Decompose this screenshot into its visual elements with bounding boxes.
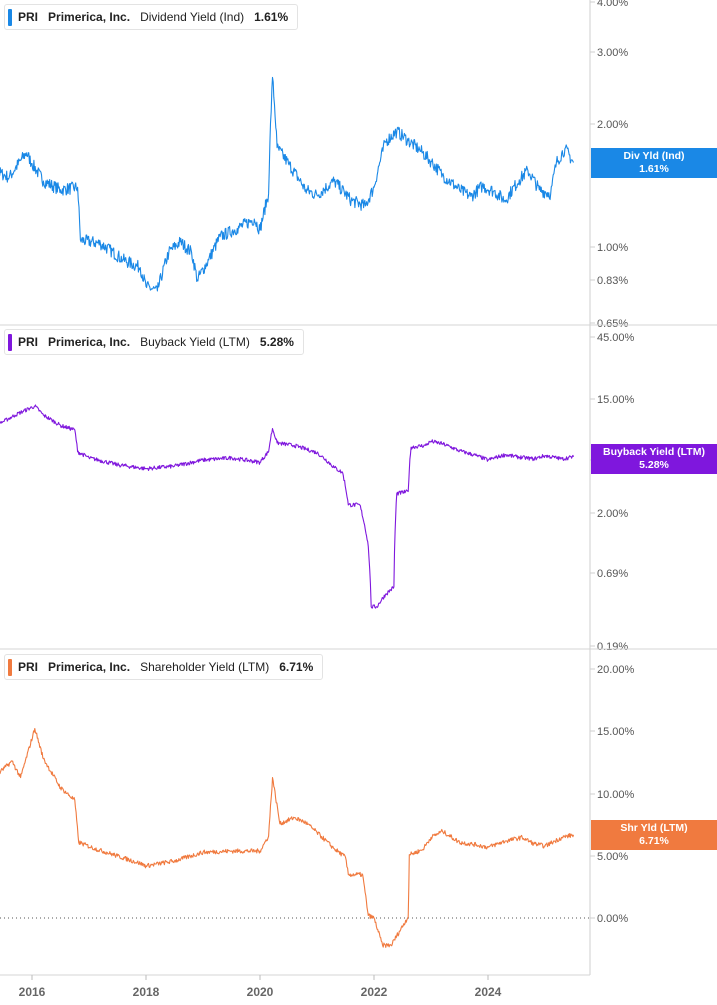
legend-ticker: PRI xyxy=(18,10,39,24)
tag-label: Shr Yld (LTM) xyxy=(620,822,688,834)
y-tick-label: 0.00% xyxy=(597,913,628,925)
legend-swatch xyxy=(8,658,12,676)
y-tick-label: 5.00% xyxy=(597,851,628,863)
legend-buyback-yield: PRI Primerica, Inc. Buyback Yield (LTM) … xyxy=(4,329,304,355)
series-line xyxy=(0,727,575,948)
x-tick-label: 2016 xyxy=(19,985,46,999)
legend-company: Primerica, Inc. xyxy=(48,660,131,674)
legend-value: 5.28% xyxy=(259,335,294,349)
y-tick-label: 15.00% xyxy=(597,726,635,738)
legend-shareholder-yield: PRI Primerica, Inc. Shareholder Yield (L… xyxy=(4,654,324,680)
legend-ticker: PRI xyxy=(18,335,39,349)
y-tick-label: 0.65% xyxy=(597,318,628,330)
legend-dividend-yield: PRI Primerica, Inc. Dividend Yield (Ind)… xyxy=(4,4,299,30)
price-tag-buyback-yield: Buyback Yield (LTM) 5.28% xyxy=(591,444,717,474)
y-tick-label: 1.00% xyxy=(597,242,628,254)
y-tick-label: 10.00% xyxy=(597,789,635,801)
x-tick-label: 2022 xyxy=(361,985,388,999)
x-tick-label: 2024 xyxy=(475,985,502,999)
x-tick-label: 2020 xyxy=(247,985,274,999)
y-tick-label: 4.00% xyxy=(597,0,628,9)
legend-value: 6.71% xyxy=(279,660,314,674)
y-tick-label: 20.00% xyxy=(597,664,635,676)
legend-metric: Buyback Yield (LTM) xyxy=(140,335,250,349)
legend-metric: Dividend Yield (Ind) xyxy=(140,10,245,24)
price-tag-dividend-yield: Div Yld (Ind) 1.61% xyxy=(591,148,717,178)
y-tick-label: 0.83% xyxy=(597,275,628,287)
tag-value: 5.28% xyxy=(639,459,669,471)
series-line xyxy=(0,76,574,292)
y-tick-label: 15.00% xyxy=(597,394,635,406)
series-line xyxy=(0,404,575,609)
y-tick-label: 45.00% xyxy=(597,332,635,344)
tag-label: Div Yld (Ind) xyxy=(623,150,685,162)
tag-value: 6.71% xyxy=(639,835,669,847)
legend-value: 1.61% xyxy=(254,10,289,24)
legend-swatch xyxy=(8,8,12,26)
y-tick-label: 3.00% xyxy=(597,47,628,59)
legend-company: Primerica, Inc. xyxy=(48,335,131,349)
y-tick-label: 2.00% xyxy=(597,508,628,520)
x-tick-label: 2018 xyxy=(133,985,160,999)
price-tag-shareholder-yield: Shr Yld (LTM) 6.71% xyxy=(591,820,717,850)
legend-swatch xyxy=(8,333,12,351)
tag-value: 1.61% xyxy=(639,163,669,175)
tag-label: Buyback Yield (LTM) xyxy=(603,446,705,458)
y-tick-label: 0.19% xyxy=(597,641,628,653)
y-tick-label: 2.00% xyxy=(597,119,628,131)
legend-ticker: PRI xyxy=(18,660,39,674)
legend-company: Primerica, Inc. xyxy=(48,10,131,24)
legend-metric: Shareholder Yield (LTM) xyxy=(140,660,270,674)
y-tick-label: 0.69% xyxy=(597,568,628,580)
